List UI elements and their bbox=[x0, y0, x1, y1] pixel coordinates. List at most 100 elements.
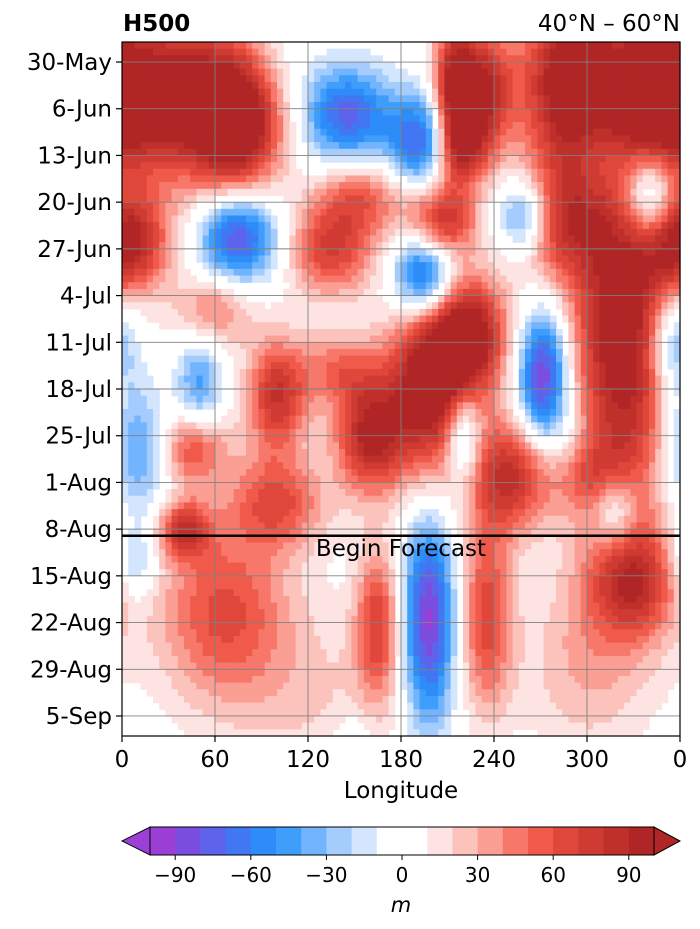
heatmap-cell bbox=[611, 402, 619, 410]
heatmap-cell bbox=[432, 215, 439, 223]
heatmap-cell bbox=[673, 409, 681, 417]
heatmap-cell bbox=[227, 335, 235, 343]
heatmap-cell bbox=[407, 355, 414, 363]
heatmap-cell bbox=[543, 248, 551, 257]
heatmap-cell bbox=[394, 195, 402, 203]
heatmap-cell bbox=[401, 409, 408, 417]
heatmap-cell bbox=[177, 48, 185, 56]
heatmap-cell bbox=[239, 48, 247, 56]
heatmap-cell bbox=[537, 322, 545, 330]
heatmap-cell bbox=[258, 48, 266, 56]
heatmap-cell bbox=[549, 188, 557, 197]
heatmap-cell bbox=[518, 442, 526, 450]
heatmap-cell bbox=[419, 375, 427, 383]
heatmap-cell bbox=[556, 402, 563, 410]
heatmap-cell bbox=[407, 202, 414, 210]
heatmap-cell bbox=[134, 142, 142, 150]
heatmap-cell bbox=[196, 75, 204, 83]
heatmap-cell bbox=[264, 222, 272, 230]
heatmap-cell bbox=[562, 235, 569, 243]
heatmap-cell bbox=[196, 48, 204, 56]
heatmap-cell bbox=[587, 335, 594, 343]
heatmap-cell bbox=[332, 155, 340, 163]
heatmap-cell bbox=[574, 75, 582, 83]
heatmap-cell bbox=[122, 88, 129, 96]
heatmap-cell bbox=[618, 288, 625, 297]
heatmap-cell bbox=[184, 188, 191, 197]
heatmap-cell bbox=[599, 182, 607, 190]
heatmap-cell bbox=[512, 195, 520, 203]
heatmap-cell bbox=[599, 135, 607, 143]
heatmap-cell bbox=[208, 115, 216, 123]
heatmap-cell bbox=[587, 422, 594, 430]
heatmap-cell bbox=[432, 88, 439, 96]
heatmap-cell bbox=[177, 255, 185, 263]
heatmap-cell bbox=[531, 55, 538, 63]
heatmap-cell bbox=[345, 288, 352, 297]
heatmap-cell bbox=[475, 48, 483, 56]
heatmap-cell bbox=[165, 248, 173, 257]
heatmap-cell bbox=[401, 375, 408, 383]
heatmap-cell bbox=[239, 375, 247, 383]
heatmap-cell bbox=[562, 188, 569, 197]
heatmap-cell bbox=[171, 102, 179, 110]
heatmap-cell bbox=[171, 62, 179, 70]
heatmap-cell bbox=[630, 48, 638, 56]
heatmap-cell bbox=[506, 348, 514, 357]
heatmap-cell bbox=[636, 42, 644, 50]
heatmap-cell bbox=[283, 335, 290, 343]
heatmap-cell bbox=[270, 315, 278, 323]
heatmap-cell bbox=[549, 42, 557, 50]
heatmap-cell bbox=[295, 308, 303, 317]
heatmap-cell bbox=[500, 202, 507, 210]
heatmap-cell bbox=[376, 255, 383, 263]
heatmap-cell bbox=[605, 342, 613, 350]
heatmap-cell bbox=[605, 295, 613, 303]
heatmap-cell bbox=[208, 68, 216, 76]
heatmap-cell bbox=[351, 362, 359, 370]
heatmap-cell bbox=[345, 362, 352, 370]
heatmap-cell bbox=[543, 108, 551, 116]
heatmap-cell bbox=[655, 315, 662, 323]
heatmap-cell bbox=[500, 155, 507, 163]
heatmap-cell bbox=[661, 282, 669, 290]
heatmap-cell bbox=[549, 182, 557, 190]
heatmap-cell bbox=[314, 62, 321, 70]
heatmap-cell bbox=[208, 62, 216, 70]
heatmap-cell bbox=[624, 55, 631, 63]
heatmap-cell bbox=[159, 195, 166, 203]
heatmap-cell bbox=[611, 48, 619, 56]
heatmap-cell bbox=[636, 348, 644, 357]
heatmap-cell bbox=[500, 128, 507, 137]
heatmap-cell bbox=[140, 308, 148, 317]
heatmap-cell bbox=[208, 402, 216, 410]
heatmap-cell bbox=[661, 415, 669, 423]
heatmap-cell bbox=[289, 422, 297, 430]
heatmap-cell bbox=[419, 308, 427, 317]
heatmap-cell bbox=[649, 182, 656, 190]
heatmap-cell bbox=[543, 402, 551, 410]
heatmap-cell bbox=[165, 449, 173, 457]
heatmap-cell bbox=[587, 362, 594, 370]
heatmap-cell bbox=[128, 135, 135, 143]
heatmap-cell bbox=[642, 95, 650, 103]
heatmap-cell bbox=[649, 95, 656, 103]
heatmap-cell bbox=[215, 315, 222, 323]
heatmap-cell bbox=[153, 235, 160, 243]
heatmap-cell bbox=[525, 362, 532, 370]
heatmap-cell bbox=[252, 395, 259, 403]
heatmap-cell bbox=[301, 255, 309, 263]
heatmap-cell bbox=[611, 135, 619, 143]
heatmap-cell bbox=[239, 402, 247, 410]
heatmap-cell bbox=[636, 395, 644, 403]
heatmap-cell bbox=[376, 362, 383, 370]
heatmap-cell bbox=[153, 175, 160, 183]
heatmap-cell bbox=[246, 182, 253, 190]
heatmap-cell bbox=[202, 355, 210, 363]
heatmap-cell bbox=[642, 155, 650, 163]
heatmap-cell bbox=[215, 262, 222, 270]
heatmap-cell bbox=[673, 288, 681, 297]
heatmap-cell bbox=[531, 255, 538, 263]
heatmap-cell bbox=[425, 375, 433, 383]
heatmap-cell bbox=[419, 168, 427, 177]
